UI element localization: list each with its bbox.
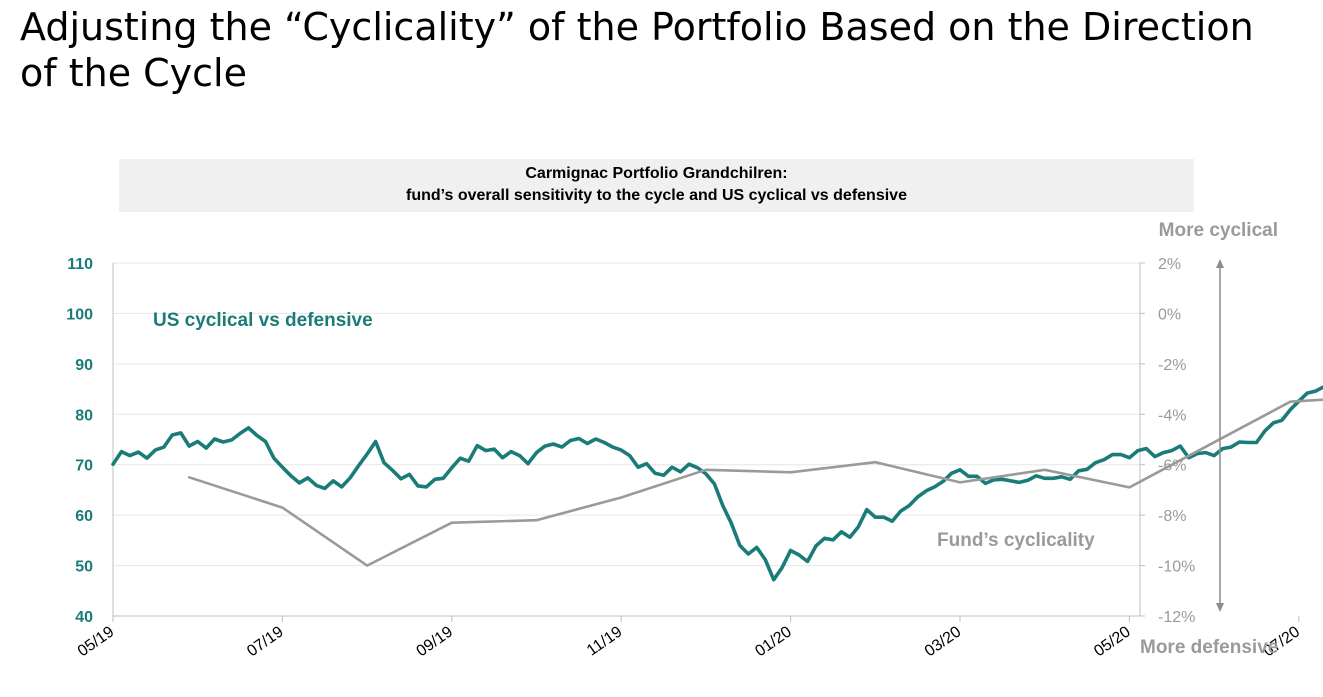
series-line-us-cyclical: [111, 385, 1323, 582]
x-axis-tick-label: 01/20: [752, 623, 795, 660]
chart-title-box: Carmignac Portfolio Grandchilren: fund’s…: [119, 159, 1194, 212]
chart-axes: [112, 262, 1300, 622]
direction-arrow-icon: [1216, 259, 1224, 612]
x-axis-ticks: 05/19 07/19 09/19 11/19 01/20 03/20 05/20 07/20…: [75, 623, 1303, 660]
left-axis-tick-label: 100: [66, 306, 93, 323]
annotation-fund-cyclicality: Fund’s cyclicality: [937, 530, 1095, 551]
left-axis-tick-label: 90: [75, 357, 93, 374]
left-axis-ticks: 40 50 60 70 80 90 100 110: [66, 256, 93, 626]
gridlines: [113, 262, 1140, 567]
x-axis-tick-label: 03/20: [922, 623, 965, 660]
x-axis-tick-label: 11/19: [584, 623, 626, 659]
right-axis-tick-label: 2%: [1158, 256, 1181, 273]
left-axis-tick-label: 80: [75, 407, 93, 424]
right-axis-ticks: 2%0%-2%-4%-6%-8%-10%-12%: [1158, 256, 1195, 626]
chart-subtitle: fund’s overall sensitivity to the cycle …: [406, 187, 907, 204]
left-axis-tick-label: 40: [75, 609, 93, 626]
right-axis-tick-label: -12%: [1158, 609, 1195, 626]
right-axis-tick-label: -10%: [1158, 559, 1195, 576]
series-line-fund-cyclicality: [187, 398, 1323, 567]
left-axis-tick-label: 110: [67, 256, 93, 273]
x-axis-tick-label: 09/19: [414, 623, 457, 660]
left-axis-tick-label: 70: [75, 458, 93, 475]
x-axis-tick-label: 05/20: [1091, 623, 1134, 660]
left-axis-tick-label: 60: [75, 508, 93, 525]
chart-title: Carmignac Portfolio Grandchilren:: [525, 165, 788, 182]
series-lines: [111, 385, 1323, 582]
x-axis-tick-label: 07/19: [244, 623, 287, 660]
annotation-us-cyclical: US cyclical vs defensive: [153, 310, 373, 331]
right-axis-bottom-label: More defensive: [1140, 637, 1278, 658]
slide-title: Adjusting the “Cyclicality” of the Portf…: [20, 5, 1254, 95]
x-axis-tick-label: 05/19: [75, 623, 118, 660]
right-axis-tick-label: -4%: [1158, 407, 1186, 424]
right-axis-tick-label: -2%: [1158, 357, 1186, 374]
right-axis-tick-label: 0%: [1158, 306, 1181, 323]
left-axis-tick-label: 50: [75, 559, 93, 576]
right-axis-top-label: More cyclical: [1159, 220, 1278, 241]
right-axis-tick-label: -8%: [1158, 508, 1186, 525]
